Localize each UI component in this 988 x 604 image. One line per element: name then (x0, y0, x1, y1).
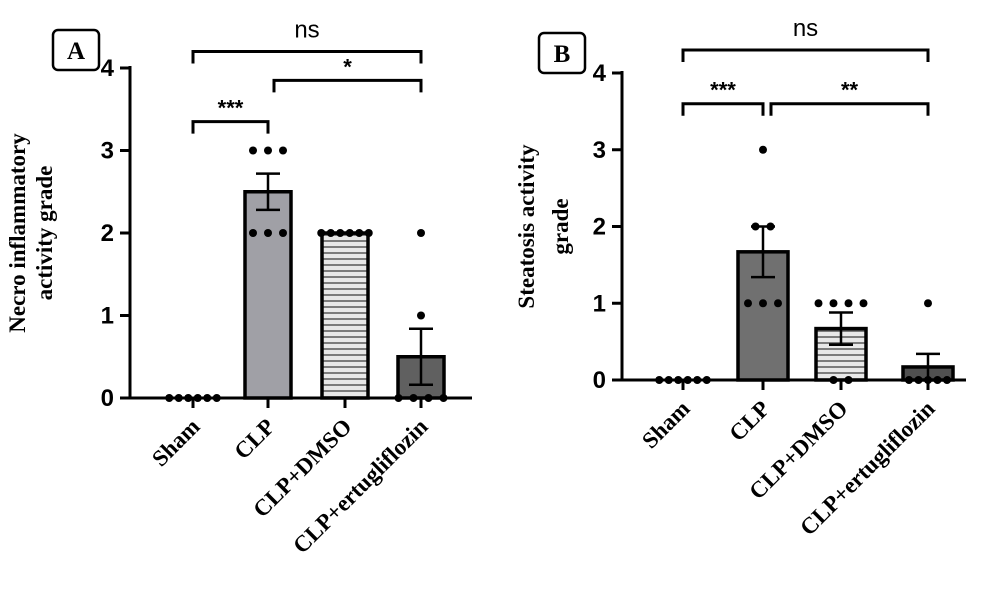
data-point (355, 229, 364, 237)
data-point (345, 229, 354, 237)
data-point (859, 299, 868, 308)
data-point (264, 229, 272, 237)
x-tick-label: CLP (724, 396, 774, 446)
data-point (759, 145, 767, 154)
data-point (943, 376, 951, 384)
data-point (174, 394, 183, 402)
y-tick-label: 0 (593, 367, 606, 394)
data-point (814, 299, 823, 308)
data-point (766, 222, 775, 231)
data-point (674, 376, 683, 384)
data-point (279, 229, 287, 237)
data-point (744, 299, 752, 308)
significance-label: ** (841, 78, 859, 103)
data-point (693, 376, 702, 384)
data-point (655, 376, 664, 384)
significance-bracket (191, 50, 423, 64)
data-point (933, 376, 942, 384)
data-point (417, 229, 425, 237)
data-point (751, 222, 760, 231)
panel-label-box (537, 31, 587, 75)
data-point (774, 299, 782, 308)
data-point (165, 394, 174, 402)
bar (243, 190, 293, 400)
panel-a: A Necro inflammatory activity grade 0 1 2 3 4 Sh… (5, 17, 472, 559)
significance-label: *** (218, 96, 244, 121)
significance-bracket (769, 102, 930, 116)
significance-label: * (343, 54, 352, 79)
data-point (924, 299, 932, 308)
data-point (317, 229, 326, 237)
x-tick-label: CLP (229, 414, 279, 464)
data-point (759, 299, 767, 308)
significance-bracket (681, 48, 930, 62)
significance-label: ns (294, 17, 319, 44)
data-point (249, 229, 257, 237)
data-point (914, 376, 923, 384)
y-tick-label: 3 (593, 137, 606, 164)
y-tick-label: 4 (101, 55, 115, 82)
data-point (844, 299, 853, 308)
data-point (193, 394, 202, 402)
data-point (702, 376, 711, 384)
x-tick-label: Sham (637, 396, 694, 453)
y-tick-label: 1 (593, 290, 606, 317)
significance-label: ns (793, 15, 818, 42)
y-tick-label: 1 (101, 303, 114, 330)
data-point (364, 229, 373, 237)
y-axis-label: Necro inflammatory (5, 133, 30, 333)
data-point (203, 394, 212, 402)
data-point (184, 394, 193, 402)
data-point (249, 146, 257, 155)
data-point (212, 394, 221, 402)
data-point (264, 146, 272, 155)
data-point (424, 394, 433, 402)
y-axis-label: Steatosis activity (514, 144, 539, 309)
significance-bracket (272, 78, 423, 93)
y-tick-label: 2 (593, 214, 606, 241)
x-tick-label: Sham (147, 414, 204, 471)
data-point (439, 394, 448, 402)
data-point (279, 146, 287, 155)
data-point (924, 376, 932, 384)
data-point (409, 394, 418, 402)
y-axis-label: grade (548, 198, 573, 254)
significance-label: *** (710, 78, 736, 103)
data-point (905, 376, 913, 384)
data-point (417, 311, 425, 320)
panel-label: A (67, 38, 85, 65)
panel-label-box (51, 28, 101, 72)
data-point (326, 229, 335, 237)
data-point (829, 376, 838, 384)
y-tick-label: 2 (101, 220, 114, 247)
x-tick-label: CLP+ertugliflozin (288, 414, 433, 559)
y-tick-label: 3 (101, 138, 114, 165)
y-tick-label: 0 (101, 385, 114, 412)
significance-bracket (681, 102, 765, 116)
significance-bracket (191, 120, 270, 134)
y-axis-label: activity grade (32, 166, 57, 301)
panel-label: B (554, 41, 571, 68)
data-point (683, 376, 692, 384)
data-point (394, 394, 403, 402)
data-point (829, 299, 838, 308)
y-tick-label: 4 (593, 60, 607, 87)
data-point (844, 376, 853, 384)
data-point (336, 229, 345, 237)
data-point (664, 376, 673, 384)
bar (320, 231, 370, 400)
